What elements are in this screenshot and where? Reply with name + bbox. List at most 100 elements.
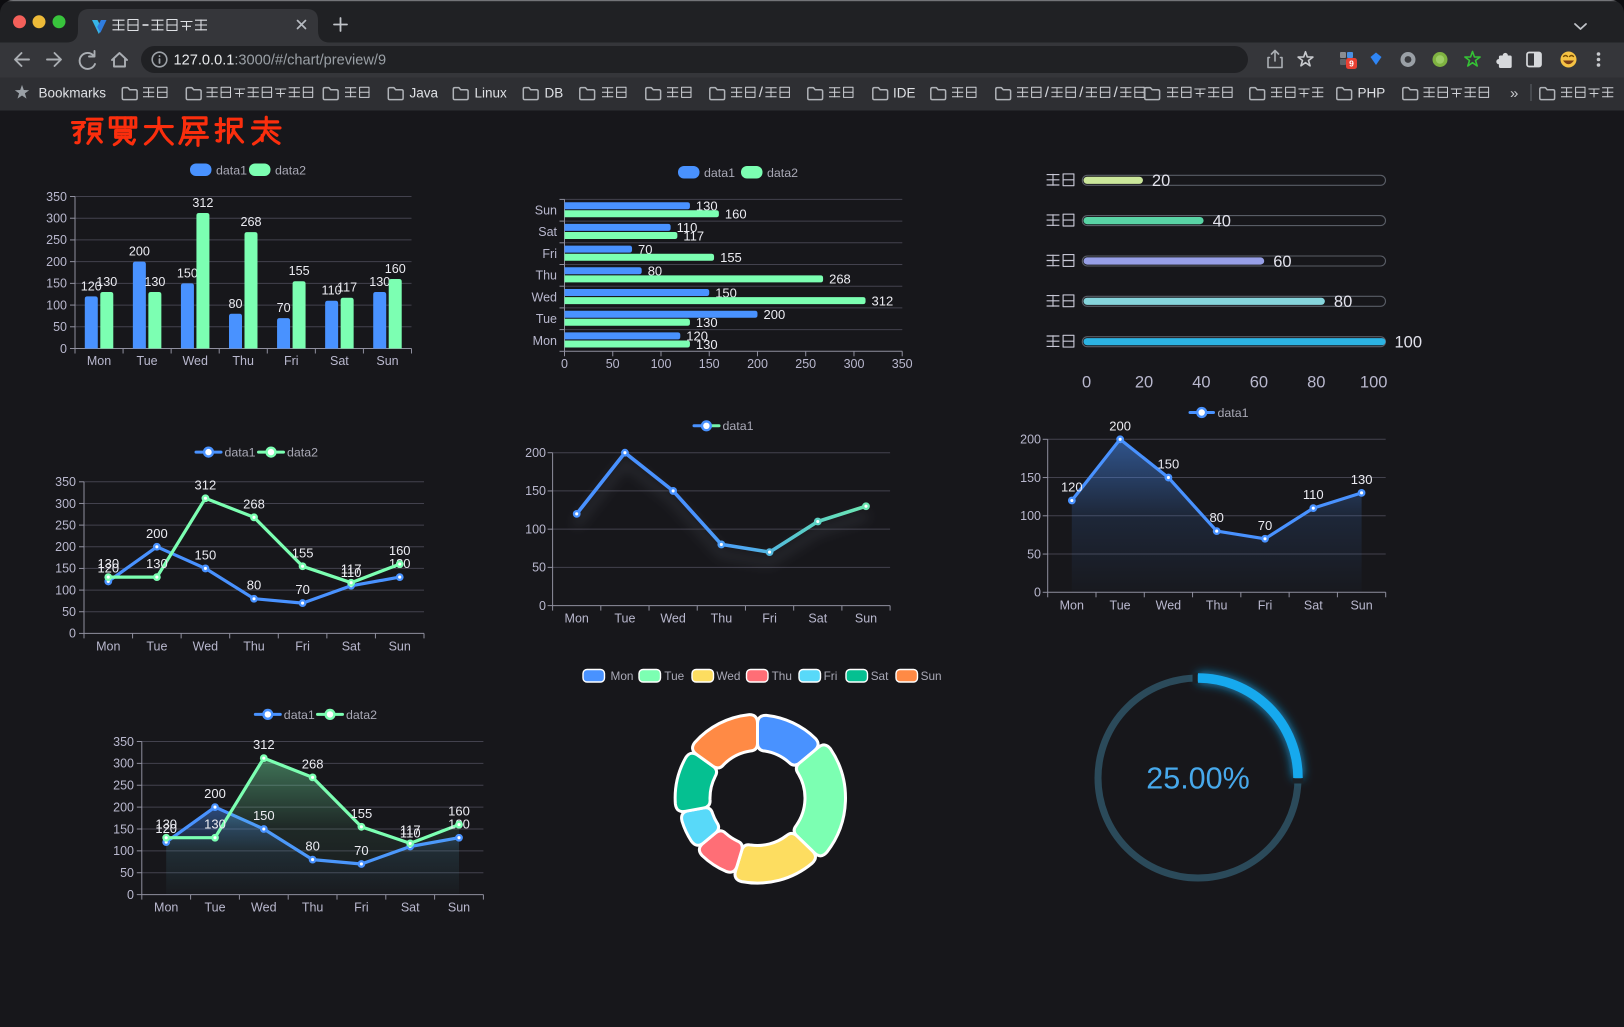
svg-text:»: »	[1510, 85, 1518, 102]
svg-text:350: 350	[55, 475, 76, 489]
svg-text:80: 80	[1307, 374, 1325, 392]
svg-text:130: 130	[146, 556, 168, 571]
svg-text:100: 100	[525, 522, 546, 536]
svg-text:160: 160	[448, 804, 470, 819]
svg-text:150: 150	[715, 285, 737, 300]
svg-text:155: 155	[292, 545, 314, 560]
svg-text:DB: DB	[545, 86, 564, 101]
svg-text:130: 130	[1351, 472, 1373, 487]
svg-text:data2: data2	[275, 163, 306, 177]
svg-text:100: 100	[113, 844, 134, 858]
svg-text:Tue: Tue	[137, 354, 158, 368]
svg-text:110: 110	[400, 826, 421, 841]
svg-text:data2: data2	[767, 166, 798, 180]
svg-text:130: 130	[144, 275, 165, 289]
svg-text:130: 130	[97, 556, 119, 571]
svg-text:160: 160	[389, 543, 411, 558]
svg-text:Sat: Sat	[342, 639, 361, 653]
svg-text:Mon: Mon	[611, 669, 634, 683]
svg-text:350: 350	[892, 357, 913, 371]
svg-text:300: 300	[113, 757, 134, 771]
svg-text:200: 200	[1109, 418, 1131, 433]
svg-text:Tue: Tue	[146, 639, 167, 653]
svg-text:Tue: Tue	[664, 669, 684, 683]
svg-text:0: 0	[60, 342, 67, 356]
svg-text:data2: data2	[346, 708, 377, 722]
svg-text:80: 80	[247, 578, 261, 593]
svg-text:Mon: Mon	[1060, 598, 1084, 612]
svg-text:80: 80	[1209, 510, 1223, 525]
svg-text:IDE: IDE	[893, 86, 916, 101]
svg-text:100: 100	[1020, 509, 1041, 523]
svg-text:Sat: Sat	[808, 612, 827, 626]
svg-text:20: 20	[1135, 374, 1153, 392]
svg-text:120: 120	[97, 560, 119, 575]
svg-text:Sat: Sat	[1304, 598, 1323, 612]
svg-text:150: 150	[1158, 457, 1180, 472]
svg-text:Bookmarks: Bookmarks	[39, 86, 107, 101]
svg-text:0: 0	[1082, 374, 1091, 392]
svg-text:Wed: Wed	[660, 612, 686, 626]
svg-text:Linux: Linux	[475, 86, 508, 101]
svg-text:250: 250	[46, 233, 67, 247]
svg-text:Mon: Mon	[565, 612, 589, 626]
svg-text:40: 40	[1213, 212, 1231, 230]
svg-text:350: 350	[46, 190, 67, 204]
svg-text:20: 20	[1152, 172, 1170, 190]
svg-text:Fri: Fri	[295, 639, 310, 653]
svg-text:268: 268	[240, 215, 261, 229]
svg-text:50: 50	[120, 866, 134, 880]
svg-text:0: 0	[539, 599, 546, 613]
svg-text:Mon: Mon	[533, 334, 557, 348]
svg-text:Thu: Thu	[711, 612, 733, 626]
svg-text:130: 130	[696, 315, 718, 330]
svg-text:155: 155	[351, 806, 373, 821]
svg-text:PHP: PHP	[1358, 86, 1386, 101]
svg-text:80: 80	[228, 297, 242, 311]
svg-text:268: 268	[302, 756, 324, 771]
svg-text:Wed: Wed	[716, 669, 740, 683]
svg-text:250: 250	[55, 518, 76, 532]
svg-text:80: 80	[648, 264, 662, 279]
svg-text:200: 200	[55, 540, 76, 554]
svg-text:150: 150	[113, 822, 134, 836]
svg-text:Thu: Thu	[1206, 598, 1228, 612]
svg-text:120: 120	[1061, 480, 1083, 495]
svg-text:Sun: Sun	[535, 204, 557, 218]
svg-text:70: 70	[1258, 518, 1272, 533]
svg-text:130: 130	[155, 817, 177, 832]
svg-text:data1: data1	[1218, 406, 1249, 420]
svg-text:Java: Java	[410, 86, 439, 101]
svg-text:data1: data1	[723, 419, 754, 433]
svg-text:Fri: Fri	[1258, 598, 1273, 612]
svg-text:130: 130	[96, 275, 117, 289]
svg-text:150: 150	[177, 266, 198, 280]
svg-text:Mon: Mon	[154, 901, 178, 915]
svg-text:Thu: Thu	[302, 901, 324, 915]
svg-text:200: 200	[1020, 433, 1041, 447]
svg-text:312: 312	[253, 737, 275, 752]
svg-text:Thu: Thu	[535, 269, 557, 283]
svg-text:0: 0	[561, 357, 568, 371]
svg-text:Sat: Sat	[330, 354, 349, 368]
svg-text:150: 150	[195, 547, 217, 562]
svg-text:268: 268	[243, 496, 265, 511]
svg-text:127.0.0.1:3000/#/chart/preview: 127.0.0.1:3000/#/chart/preview/9	[174, 53, 387, 69]
svg-text:200: 200	[146, 526, 168, 541]
svg-text:Thu: Thu	[232, 354, 254, 368]
svg-text:40: 40	[1192, 374, 1210, 392]
svg-text:80: 80	[305, 839, 319, 854]
svg-text:100: 100	[651, 357, 672, 371]
svg-text:Tue: Tue	[204, 901, 225, 915]
svg-text:300: 300	[46, 212, 67, 226]
svg-text:Sat: Sat	[401, 901, 420, 915]
svg-text:312: 312	[195, 477, 217, 492]
svg-text:117: 117	[683, 228, 704, 243]
svg-text:300: 300	[844, 357, 865, 371]
svg-text:350: 350	[113, 735, 134, 749]
svg-text:data1: data1	[216, 163, 247, 177]
svg-text:150: 150	[46, 277, 67, 291]
svg-text:110: 110	[341, 565, 362, 580]
svg-text:200: 200	[129, 245, 150, 259]
svg-text:130: 130	[369, 275, 390, 289]
